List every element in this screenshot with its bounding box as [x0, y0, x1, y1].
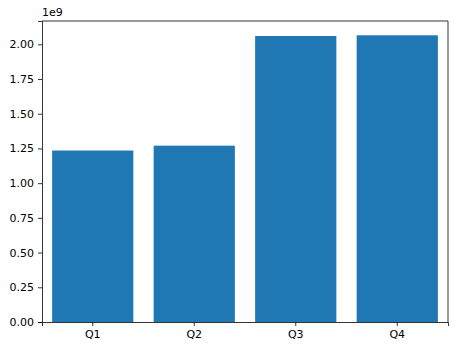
x-tick: Q2	[186, 322, 202, 341]
x-tick-mark	[92, 322, 93, 326]
bar	[52, 151, 133, 322]
y-tick-mark	[38, 114, 42, 115]
y-tick-label: 1.50	[10, 108, 35, 121]
frame-top	[42, 21, 448, 22]
y-tick-mark	[38, 79, 42, 80]
x-tick: Q4	[389, 322, 405, 341]
x-tick-label: Q2	[186, 328, 202, 341]
x-tick-mark	[295, 322, 296, 326]
y-tick: 0.75	[10, 212, 43, 225]
y-tick-mark	[38, 148, 42, 149]
y-tick: 2.00	[10, 38, 43, 51]
y-tick-mark	[38, 322, 42, 323]
y-tick-label: 1.25	[10, 142, 35, 155]
y-tick-label: 0.00	[10, 316, 35, 329]
y-tick-label: 1.00	[10, 177, 35, 190]
frame-right	[448, 21, 449, 322]
y-tick-mark	[38, 287, 42, 288]
x-tick-mark	[397, 322, 398, 326]
y-axis-line	[38, 22, 43, 323]
bar	[154, 146, 235, 322]
y-tick-label: 0.75	[10, 212, 35, 225]
y-tick: 0.50	[10, 247, 43, 260]
bar	[357, 35, 438, 322]
x-axis: Q1 Q2 Q3 Q4	[43, 322, 449, 341]
y-tick: 1.00	[10, 177, 43, 190]
y-tick-label: 0.25	[10, 281, 35, 294]
x-axis-line	[43, 323, 449, 327]
bar	[255, 36, 336, 322]
plot: Q1 Q2 Q3 Q4 0.00 0.25 0.50 0.75 1.00 1.25 1.50 1.75…	[10, 21, 449, 341]
y-tick-label: 2.00	[10, 38, 35, 51]
y-tick-mark	[38, 253, 42, 254]
x-tick: Q3	[288, 322, 304, 341]
y-offset-text: 1e9	[42, 6, 63, 19]
x-tick: Q1	[85, 322, 101, 341]
x-tick-label: Q3	[288, 328, 304, 341]
y-tick: 1.75	[10, 73, 43, 86]
y-tick-mark	[38, 183, 42, 184]
y-tick: 0.25	[10, 281, 43, 294]
x-tick-label: Q4	[389, 328, 405, 341]
y-tick: 1.25	[10, 142, 43, 155]
y-tick-label: 1.75	[10, 73, 35, 86]
y-tick-mark	[38, 44, 42, 45]
x-tick-label: Q1	[85, 328, 101, 341]
y-tick: 1.50	[10, 108, 43, 121]
y-tick: 0.00	[10, 316, 43, 329]
y-tick-label: 0.50	[10, 247, 35, 260]
y-tick-mark	[38, 218, 42, 219]
x-tick-mark	[194, 322, 195, 326]
bars	[52, 35, 438, 322]
y-axis: 0.00 0.25 0.50 0.75 1.00 1.25 1.50 1.75 2.00	[10, 22, 43, 330]
chart: Q1 Q2 Q3 Q4 0.00 0.25 0.50 0.75 1.00 1.25 1.50 1.75…	[0, 0, 456, 350]
